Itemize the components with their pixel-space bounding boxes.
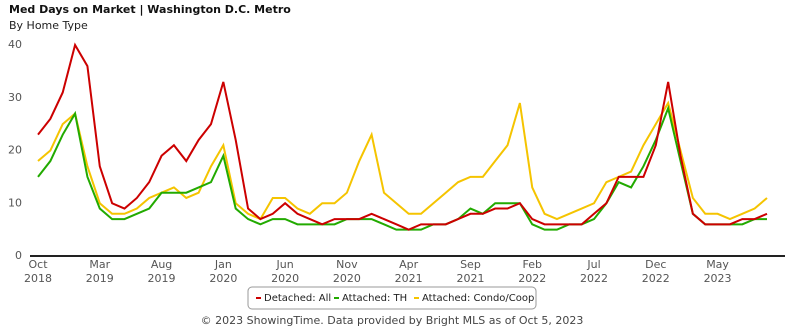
- x-tick-label: Jun 2020: [271, 258, 299, 285]
- series-line: [37, 100, 768, 221]
- chart-title: Med Days on Market | Washington D.C. Met…: [9, 3, 291, 16]
- y-tick-label: 0: [15, 249, 22, 262]
- x-tick-label: May 2023: [704, 258, 732, 285]
- y-tick-label: 10: [8, 196, 22, 209]
- legend-label: Attached: Condo/Coop: [422, 293, 534, 304]
- y-tick-label: 40: [8, 38, 22, 51]
- x-tick-label: Apr 2021: [395, 258, 423, 285]
- y-tick-label: 30: [8, 91, 22, 104]
- series-line: [37, 42, 768, 231]
- x-tick-label: Jan 2020: [209, 258, 237, 285]
- chart-subtitle: By Home Type: [9, 19, 88, 32]
- footer: © 2023 ShowingTime. Data provided by Bri…: [201, 314, 584, 327]
- series-line: [37, 104, 767, 231]
- x-tick-label: Jul 2022: [580, 258, 608, 285]
- x-tick-label: Dec 2022: [642, 258, 670, 285]
- x-tick-label: Nov 2020: [333, 258, 361, 285]
- x-tick-label: Aug 2019: [148, 258, 176, 285]
- x-tick-label: Oct 2018: [24, 258, 52, 285]
- x-tick-label: Feb 2022: [518, 258, 546, 285]
- legend-label: Attached: TH: [342, 293, 407, 304]
- x-tick-label: Mar 2019: [86, 258, 114, 285]
- legend-box: [247, 286, 537, 310]
- legend-label: Detached: All: [264, 293, 331, 304]
- y-tick-label: 20: [8, 144, 22, 157]
- x-tick-label: Sep 2021: [456, 258, 484, 285]
